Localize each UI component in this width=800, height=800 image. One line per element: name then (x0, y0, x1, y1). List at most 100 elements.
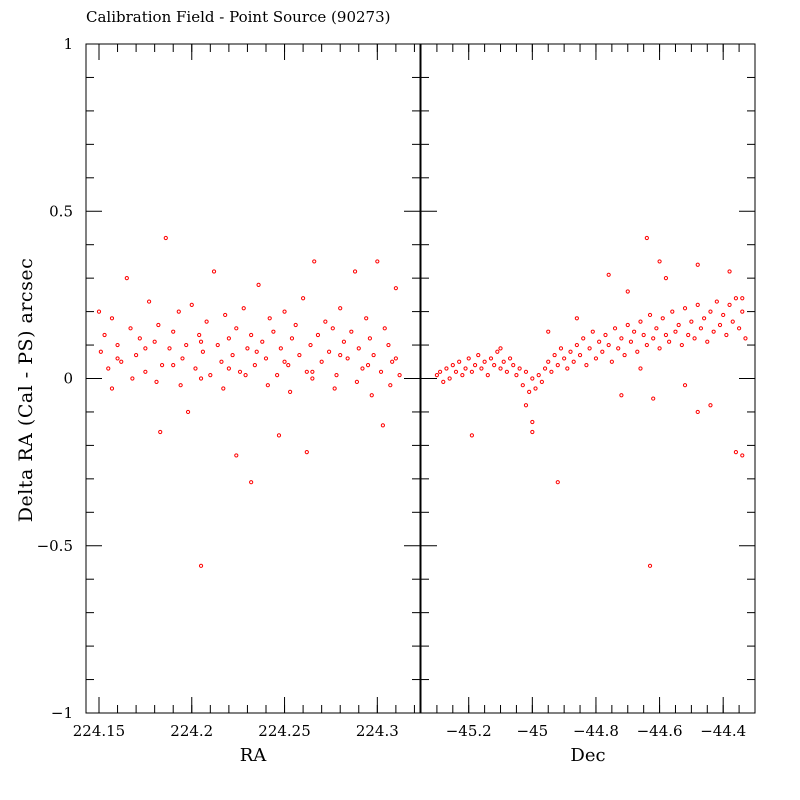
data-point (552, 352, 557, 358)
x-tick-label: −45.2 (446, 722, 492, 740)
data-point (568, 349, 573, 354)
data-point (740, 453, 745, 458)
data-point (130, 376, 135, 381)
data-point (215, 342, 220, 348)
data-point (571, 359, 576, 364)
data-point (695, 262, 700, 267)
data-point (520, 383, 525, 388)
data-point (654, 326, 659, 331)
data-point (286, 363, 291, 368)
data-point (676, 322, 681, 328)
data-point (180, 356, 185, 361)
data-point (727, 302, 732, 308)
data-point (367, 336, 372, 341)
data-point (397, 373, 402, 378)
data-point (252, 363, 257, 368)
x-tick-label: 224.15 (73, 722, 126, 740)
y-tick-label: −0.5 (37, 537, 73, 555)
data-point (293, 322, 298, 328)
data-point (263, 356, 269, 361)
data-point (463, 366, 468, 371)
data-point (310, 376, 315, 381)
data-point (733, 449, 739, 455)
data-point (736, 326, 742, 331)
data-point (498, 366, 503, 371)
data-point (282, 309, 287, 314)
data-point (593, 356, 599, 361)
data-point (334, 373, 339, 378)
data-point (460, 373, 465, 378)
data-point (301, 296, 306, 301)
data-point (200, 349, 205, 354)
data-point (714, 299, 719, 304)
y-tick-label: 0 (63, 370, 73, 388)
data-point (341, 339, 347, 344)
data-point (495, 349, 500, 354)
panel-frame-0 (85, 43, 421, 714)
x-tick-label: 224.25 (258, 722, 311, 740)
data-point (733, 296, 739, 301)
data-point (308, 342, 313, 348)
data-point (356, 346, 361, 351)
data-point (198, 339, 204, 344)
data-point (243, 373, 248, 378)
data-point (352, 269, 358, 274)
data-point (98, 349, 103, 354)
data-point (517, 366, 522, 371)
data-point (323, 319, 328, 324)
data-point (619, 336, 624, 341)
data-point (644, 342, 649, 348)
data-point (226, 336, 231, 341)
data-point (319, 359, 324, 364)
data-point (189, 302, 194, 308)
data-point (453, 369, 459, 374)
data-point (204, 319, 209, 324)
data-point (378, 369, 384, 374)
data-point (606, 272, 611, 277)
data-point (154, 379, 159, 384)
data-point (364, 316, 369, 321)
data-point (388, 383, 393, 388)
data-point (310, 369, 315, 374)
data-point (393, 356, 398, 361)
data-point (178, 383, 183, 388)
data-point (479, 366, 484, 371)
data-point (226, 366, 231, 371)
data-point (625, 289, 630, 294)
data-point (670, 309, 675, 314)
data-point (128, 326, 133, 331)
data-point (349, 329, 354, 334)
data-point (695, 409, 700, 415)
data-point (698, 326, 704, 331)
data-point (523, 403, 529, 408)
data-point (625, 322, 630, 328)
data-point (193, 366, 198, 371)
data-point (444, 366, 449, 371)
data-point (393, 286, 398, 291)
data-point (492, 363, 497, 368)
data-point (647, 312, 653, 318)
x-tick-label: −44.4 (700, 722, 746, 740)
data-point (143, 346, 148, 351)
data-point (197, 332, 202, 338)
chart-title: Calibration Field - Point Source (90273) (86, 8, 391, 26)
data-point (660, 316, 665, 321)
data-point (555, 363, 560, 368)
data-point (587, 346, 592, 351)
data-point (278, 346, 283, 351)
data-point (511, 363, 516, 368)
data-point (527, 389, 532, 394)
data-point (380, 423, 385, 428)
x-axis-label-dec: Dec (570, 745, 606, 766)
data-point (441, 379, 446, 384)
data-point (673, 329, 678, 334)
data-point (315, 332, 321, 338)
panel-frame-1 (420, 43, 756, 714)
data-point (447, 376, 452, 381)
data-point (289, 336, 295, 341)
data-point (482, 359, 487, 364)
data-point (158, 429, 163, 435)
data-point (109, 316, 115, 321)
data-point (185, 409, 191, 415)
